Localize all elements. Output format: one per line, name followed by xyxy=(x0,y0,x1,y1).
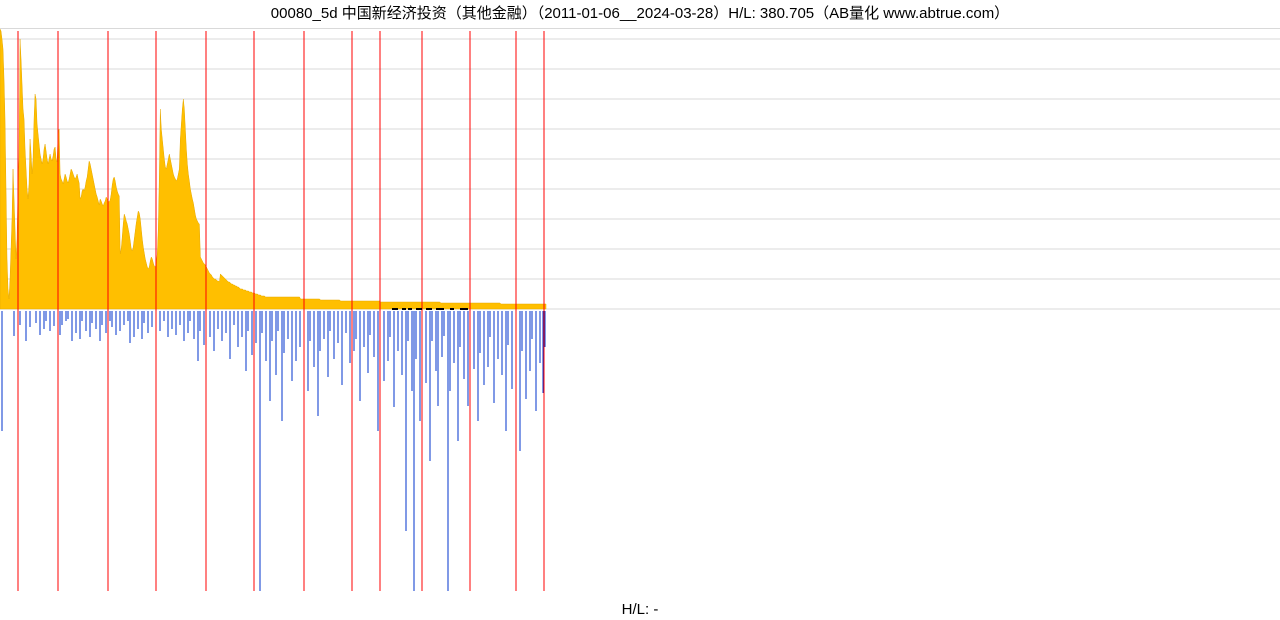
chart-area xyxy=(0,28,1280,591)
chart-footer: H/L: - xyxy=(0,601,1280,618)
chart-title: 00080_5d 中国新经济投资（其他金融）（2011-01-06__2024-… xyxy=(0,2,1280,23)
chart-svg xyxy=(0,29,1280,591)
chart-container: 00080_5d 中国新经济投资（其他金融）（2011-01-06__2024-… xyxy=(0,0,1280,620)
